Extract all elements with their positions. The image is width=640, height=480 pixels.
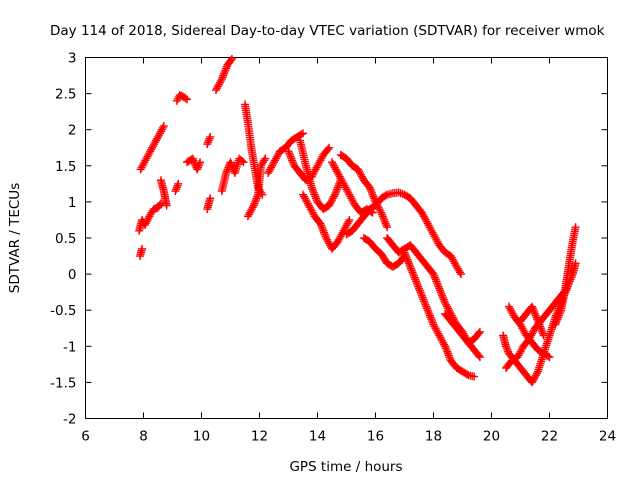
data-point	[345, 215, 354, 224]
data-point	[297, 130, 306, 139]
data-point	[545, 353, 554, 362]
x-tick-label: 20	[483, 429, 500, 445]
x-axis-label: GPS time / hours	[289, 459, 402, 475]
data-point	[323, 145, 332, 154]
data-point	[261, 154, 270, 163]
y-tick-label: 0.5	[55, 231, 76, 247]
data-point	[475, 353, 484, 362]
data-point	[571, 259, 580, 268]
data-point	[138, 244, 147, 253]
x-tick-label: 18	[425, 429, 442, 445]
y-tick-label: 3	[68, 51, 77, 67]
data-point	[470, 372, 479, 381]
y-tick-label: -1	[63, 339, 76, 355]
y-tick-label: -0.5	[50, 303, 76, 319]
data-point	[462, 370, 471, 379]
data-point	[474, 351, 483, 360]
data-point	[159, 122, 168, 131]
y-tick-label: 2.5	[55, 87, 76, 103]
x-tick-label: 12	[251, 429, 268, 445]
data-point	[182, 95, 192, 104]
x-tick-label: 22	[541, 429, 558, 445]
data-point	[381, 191, 390, 200]
y-tick-label: -2	[63, 412, 76, 428]
y-tick-label: 1	[68, 195, 77, 211]
data-point	[475, 327, 484, 336]
y-tick-label: 2	[68, 123, 77, 139]
x-tick-label: 16	[367, 429, 384, 445]
x-tick-label: 14	[309, 429, 326, 445]
data-point	[571, 223, 580, 232]
x-tick-label: 6	[81, 429, 90, 445]
data-point	[196, 158, 205, 167]
data-point	[174, 179, 183, 188]
data-point	[474, 329, 483, 338]
data-point	[457, 270, 466, 279]
chart-title: Day 114 of 2018, Sidereal Day-to-day VTE…	[50, 23, 605, 39]
data-points	[135, 54, 580, 387]
y-axis-label: SDTVAR / TECUs	[7, 183, 23, 293]
data-point	[226, 56, 235, 65]
data-point	[383, 223, 392, 232]
data-point	[325, 143, 334, 152]
data-point	[155, 200, 164, 209]
y-tick-label: 1.5	[55, 159, 76, 175]
data-point	[539, 331, 548, 340]
data-point	[162, 201, 171, 210]
axis-ticks: 6 8 10 12 14 16 18 20 22 24 -2 -1.5 -1 -0.5 0 0.5 1 1.5 2 2…	[50, 51, 616, 445]
x-tick-label: 24	[599, 429, 616, 445]
data-point	[181, 94, 190, 103]
y-tick-label: -1.5	[50, 375, 76, 391]
data-point	[299, 129, 307, 138]
data-point	[239, 158, 248, 167]
data-point	[227, 54, 236, 63]
data-point	[544, 352, 553, 361]
x-tick-label: 10	[193, 429, 210, 445]
data-point	[206, 132, 215, 141]
y-tick-label: 0	[68, 267, 77, 283]
x-tick-label: 8	[139, 429, 148, 445]
data-point	[206, 194, 215, 203]
data-point	[238, 156, 247, 165]
data-point	[177, 91, 186, 100]
